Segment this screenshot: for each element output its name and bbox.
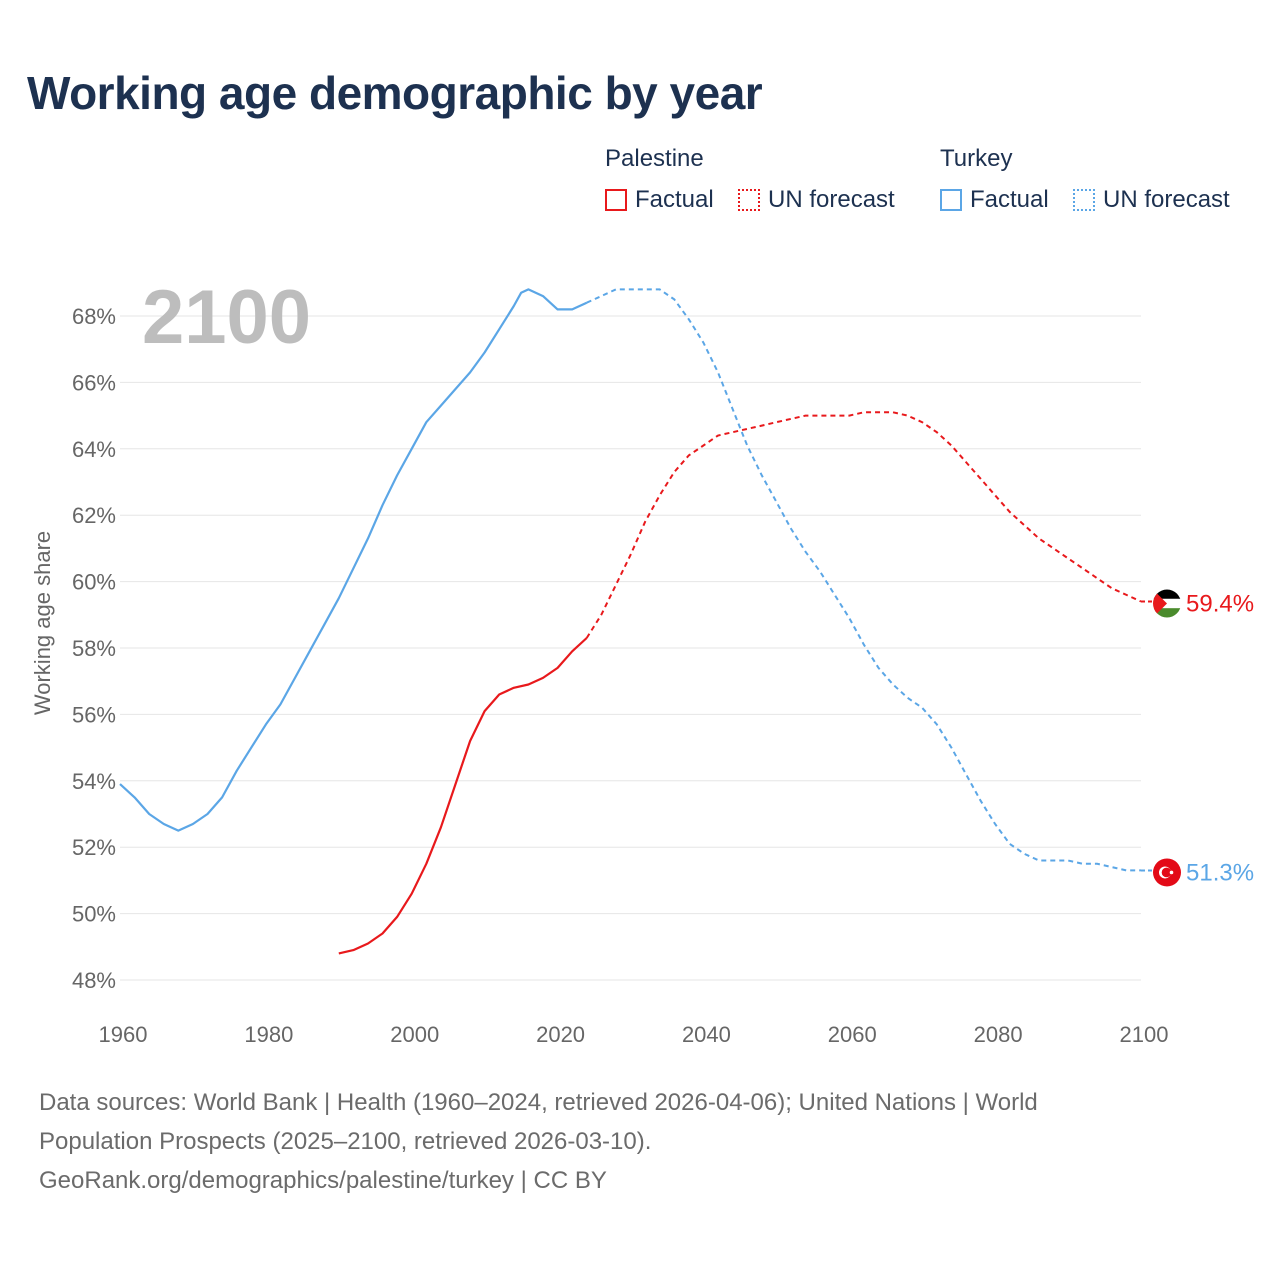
chart-title: Working age demographic by year [27, 67, 763, 119]
axes: 48% 50% 52% 54% 56% 58% 60% 62% 64% 66% 68% 1960 198… [30, 304, 1168, 1047]
y-tick-label: 60% [72, 570, 116, 595]
y-tick-label: 68% [72, 304, 116, 329]
legend-item-palestine-factual[interactable]: Factual [605, 186, 714, 214]
legend-item-turkey-factual[interactable]: Factual [940, 186, 1049, 214]
endpoints: 51.3% 59.4% [1141, 589, 1254, 887]
y-tick-label: 54% [72, 769, 116, 794]
line-chart: 2100 48% 50% 52% 54% 56% 58% 60% 62% 64% 66% 68% 19… [30, 275, 1254, 1047]
legend-swatch-solid [940, 189, 962, 211]
legend-item-palestine-forecast[interactable]: UN forecast [738, 186, 895, 214]
x-tick-label: 1980 [244, 1022, 293, 1047]
y-tick-label: 52% [72, 835, 116, 860]
legend-label: UN forecast [768, 186, 895, 213]
turkey-forecast-line [586, 288, 1141, 872]
palestine-flag-icon [1153, 589, 1181, 618]
palestine-forecast-line [585, 411, 1142, 639]
y-tick-label: 64% [72, 437, 116, 462]
x-tick-label: 1960 [99, 1022, 148, 1047]
footer-sources-line1: Data sources: World Bank | Health (1960–… [39, 1089, 1038, 1116]
legend-label: Factual [635, 186, 714, 213]
x-tick-label: 2020 [536, 1022, 585, 1047]
legend-swatch-solid [605, 189, 627, 211]
y-axis-label: Working age share [30, 531, 55, 715]
y-tick-label: 56% [72, 702, 116, 727]
legend-swatch-dotted [1073, 189, 1095, 211]
gridlines [120, 315, 1141, 981]
palestine-factual-line [338, 637, 588, 955]
y-tick-label: 62% [72, 503, 116, 528]
x-tick-label: 2100 [1120, 1022, 1169, 1047]
palestine-end-value-label: 59.4% [1186, 591, 1254, 618]
y-tick-label: 48% [72, 968, 116, 993]
turkey-end-value-label: 51.3% [1186, 859, 1254, 886]
legend-label: Factual [970, 186, 1049, 213]
legend-item-turkey-forecast[interactable]: UN forecast [1073, 186, 1230, 214]
turkey-flag-icon [1153, 858, 1181, 887]
y-tick-label: 50% [72, 902, 116, 927]
legend-group-turkey: Turkey [940, 145, 1013, 172]
y-tick-label: 66% [72, 370, 116, 395]
x-tick-label: 2060 [828, 1022, 877, 1047]
legend-group-palestine: Palestine [605, 145, 704, 172]
legend-label: UN forecast [1103, 186, 1230, 213]
legend-swatch-dotted [738, 189, 760, 211]
footer-sources-line2: Population Prospects (2025–2100, retriev… [39, 1128, 652, 1155]
turkey-factual-line [119, 288, 588, 832]
footer-attribution-link[interactable]: GeoRank.org/demographics/palestine/turke… [39, 1167, 607, 1194]
series [119, 288, 1142, 955]
y-tick-label: 58% [72, 636, 116, 661]
x-tick-label: 2000 [390, 1022, 439, 1047]
x-tick-label: 2080 [974, 1022, 1023, 1047]
year-display: 2100 [142, 275, 311, 360]
x-tick-label: 2040 [682, 1022, 731, 1047]
